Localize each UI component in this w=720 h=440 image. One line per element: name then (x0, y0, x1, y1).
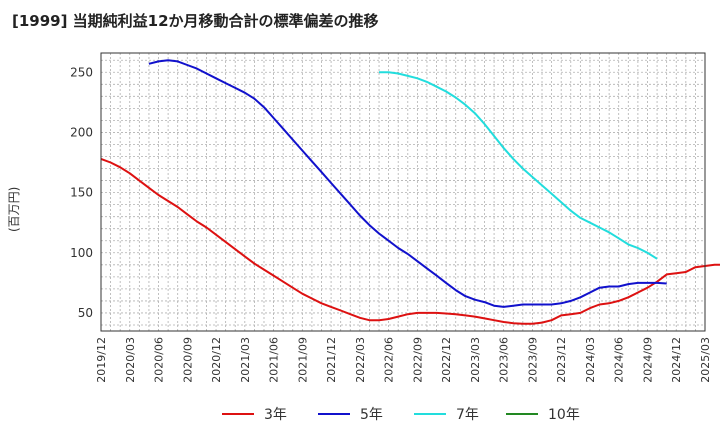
series-line-2 (148, 59, 667, 308)
axis-layer: 50 100 150 200 250 2019/12 2020/03 2020/06 2020/… (70, 52, 712, 383)
legend-label-1: 3年 (264, 407, 287, 423)
grid-layer (101, 53, 705, 331)
x-tick-label: 2021/03 (239, 337, 252, 383)
x-tick-label: 2019/12 (95, 337, 108, 383)
legend-label-4: 10年 (548, 407, 580, 423)
x-tick-label: 2022/12 (440, 337, 453, 383)
x-tick-label: 2020/09 (181, 337, 194, 383)
x-tick-label: 2025/03 (699, 337, 712, 383)
legend-label-2: 5年 (360, 407, 383, 423)
x-tick-label: 2023/06 (498, 337, 511, 383)
x-tick-label: 2021/12 (325, 337, 338, 383)
x-tick-label: 2024/03 (584, 337, 597, 383)
legend-label-3: 7年 (456, 407, 479, 423)
plot-area (101, 53, 705, 331)
y-tick-label: 150 (70, 186, 93, 200)
y-tick-label: 250 (70, 65, 93, 79)
chart-title: [1999] 当期純利益12か月移動合計の標準偏差の推移 (12, 12, 379, 30)
series-line-1 (100, 157, 720, 325)
y-tick-label: 50 (78, 306, 93, 320)
plot-border (100, 52, 706, 332)
x-tick-label: 2023/03 (469, 337, 482, 383)
x-tick-label: 2022/09 (411, 337, 424, 383)
y-tick-label: 200 (70, 125, 93, 139)
x-tick-label: 2024/09 (641, 337, 654, 383)
x-tick-label: 2024/12 (670, 337, 683, 383)
legend: 3年 5年 7年 10年 (222, 407, 580, 423)
x-tick-label: 2023/12 (555, 337, 568, 383)
series-line-3 (379, 71, 658, 260)
series-layer (100, 59, 720, 325)
x-tick-label: 2020/06 (153, 337, 166, 383)
x-tick-label: 2022/06 (383, 337, 396, 383)
x-tick-label: 2021/09 (296, 337, 309, 383)
x-tick-label: 2020/03 (124, 337, 137, 383)
x-tick-label: 2024/06 (613, 337, 626, 383)
x-tick-label: 2020/12 (210, 337, 223, 383)
x-tick-label: 2021/06 (268, 337, 281, 383)
x-tick-label: 2023/09 (526, 337, 539, 383)
x-tick-label: 2022/03 (354, 337, 367, 383)
y-tick-label: 100 (70, 246, 93, 260)
